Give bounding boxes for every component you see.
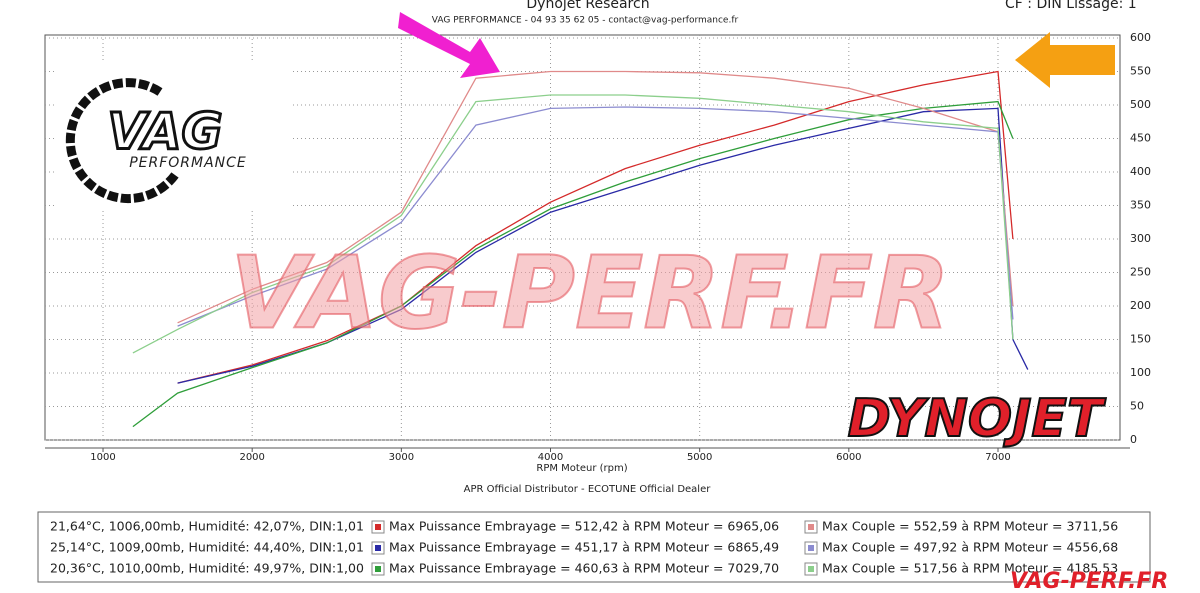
legend-swatch xyxy=(808,566,814,572)
x-tick-label: 6000 xyxy=(836,452,861,463)
logo-text: VAG xyxy=(107,103,222,161)
legend-label: Max Couple = 497,92 à RPM Moteur = 4556,… xyxy=(822,540,1118,555)
legend-label: Max Puissance Embrayage = 512,42 à RPM M… xyxy=(389,519,779,534)
y-tick-label: 550 xyxy=(1130,65,1151,78)
y-tick-label: 0 xyxy=(1130,433,1137,446)
series-line xyxy=(177,70,1014,384)
legend-conditions: 25,14°C, 1009,00mb, Humidité: 44,40%, DI… xyxy=(50,540,364,555)
y-tick-label: 150 xyxy=(1130,333,1151,346)
brand-logo: DYNOJET xyxy=(848,389,1106,449)
legend-label: Max Couple = 517,56 à RPM Moteur = 4185,… xyxy=(822,561,1118,576)
legend-swatch xyxy=(808,524,814,530)
y-tick-label: 500 xyxy=(1130,98,1151,111)
chart-subtitle: VAG PERFORMANCE - 04 93 35 62 05 - conta… xyxy=(432,16,739,26)
legend-swatch xyxy=(375,545,381,551)
y-tick-label: 300 xyxy=(1130,232,1151,245)
legend-label: Max Couple = 552,59 à RPM Moteur = 3711,… xyxy=(822,519,1118,534)
x-tick-label: 4000 xyxy=(538,452,563,463)
legend-label: Max Puissance Embrayage = 451,17 à RPM M… xyxy=(389,540,779,555)
legend-swatch xyxy=(808,545,814,551)
legend-box xyxy=(37,511,1151,583)
y-tick-label: 450 xyxy=(1130,132,1151,145)
y-tick-label: 350 xyxy=(1130,199,1151,212)
corner-logo: VAG-PERF.FR xyxy=(1010,569,1168,593)
annotation-arrow xyxy=(1015,32,1115,88)
y-tick-label: 50 xyxy=(1130,400,1144,413)
legend-conditions: 21,64°C, 1006,00mb, Humidité: 42,07%, DI… xyxy=(50,519,364,534)
x-axis-label: RPM Moteur (rpm) xyxy=(536,463,627,474)
footer: APR Official Distributor - ECOTUNE Offic… xyxy=(464,484,712,495)
x-tick-label: 5000 xyxy=(687,452,712,463)
legend-conditions: 20,36°C, 1010,00mb, Humidité: 49,97%, DI… xyxy=(50,561,364,576)
series-line xyxy=(132,94,1014,354)
legend-swatch xyxy=(375,566,381,572)
series-line xyxy=(177,106,1014,327)
x-tick-label: 1000 xyxy=(90,452,115,463)
plot: 0 50 100 150 200 250 300 350 400 450 500 550 600 1000… xyxy=(45,31,1151,463)
x-tick-label: 3000 xyxy=(389,452,414,463)
logo-ring xyxy=(65,78,179,204)
x-tick-label: 2000 xyxy=(239,452,264,463)
annotation-arrow xyxy=(398,12,500,78)
series-line xyxy=(177,70,1014,324)
y-tick-label: 200 xyxy=(1130,299,1151,312)
y-tick-label: 100 xyxy=(1130,366,1151,379)
y-tick-label: 400 xyxy=(1130,165,1151,178)
legend-label: Max Puissance Embrayage = 460,63 à RPM M… xyxy=(389,561,779,576)
logo-subtext: PERFORMANCE xyxy=(129,155,247,171)
watermark: VAG-PERF.FR xyxy=(230,234,950,351)
y-tick-label: 250 xyxy=(1130,266,1151,279)
x-tick-label: 7000 xyxy=(985,452,1010,463)
logo: VAG PERFORMANCE xyxy=(55,60,290,210)
corner-note: CF : DIN Lissage: 1 xyxy=(1005,0,1137,12)
legend: 21,64°C, 1006,00mb, Humidité: 42,07%, DI… xyxy=(50,519,1118,576)
legend-swatch xyxy=(375,524,381,530)
chart-title: Dynojet Research xyxy=(526,0,649,12)
y-tick-label: 600 xyxy=(1130,31,1151,44)
series-line xyxy=(132,100,1014,428)
